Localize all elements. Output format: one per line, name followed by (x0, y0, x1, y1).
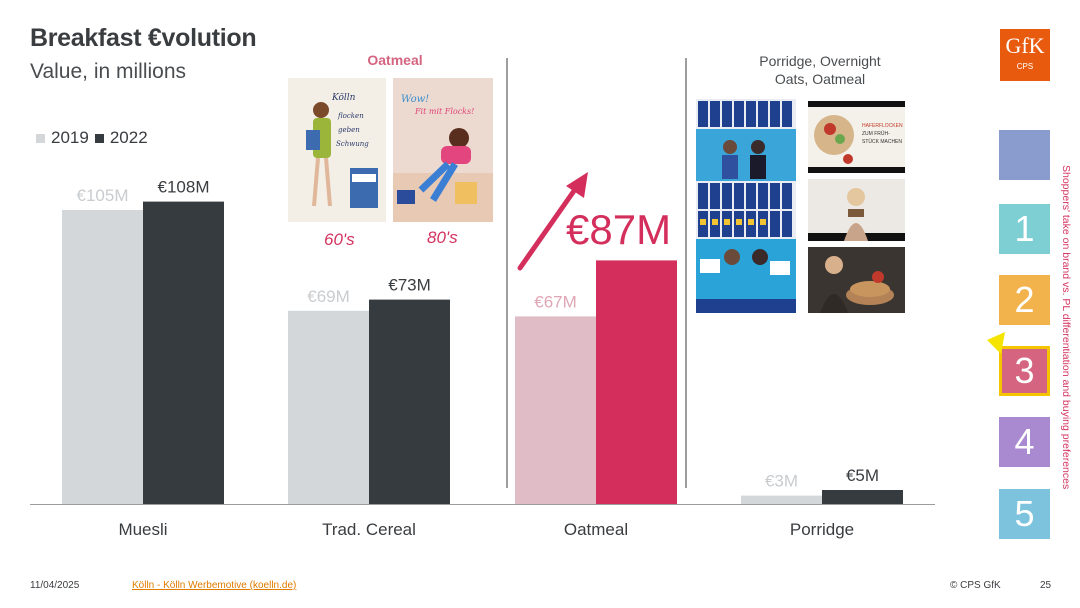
poster-60s-image: Kölln flocken geben Schwung (288, 78, 386, 222)
svg-text:Fit mit Flocks!: Fit mit Flocks! (414, 107, 474, 116)
svg-text:ZUM FRÜH-: ZUM FRÜH- (862, 130, 890, 137)
porridge-heading-line2: Oats, Oatmeal (774, 71, 866, 87)
source-link[interactable]: Kölln - Kölln Werbemotive (koelln.de) (132, 580, 297, 591)
bar-oatmeal-2019 (515, 316, 596, 504)
logo-sub: CPS (1016, 62, 1034, 71)
data-label-porridge-2022: €5M (846, 466, 879, 485)
store-display-illustration (696, 99, 796, 313)
porridge-heading-line1: Porridge, Overnight (759, 53, 881, 69)
bar-porridge-2019 (741, 495, 822, 504)
store-display-image (696, 99, 796, 313)
recipe-video-illustration-3 (808, 247, 905, 313)
nav-item-overview[interactable] (999, 130, 1050, 180)
poster-80s-illustration: Wow! Fit mit Flocks! (393, 78, 493, 222)
nav-item-5[interactable]: 5 (999, 489, 1050, 539)
recipe-video-illustration-2 (808, 179, 905, 241)
nav-item-5-label: 5 (1014, 493, 1035, 534)
chart-legend: 2019 2022 (36, 128, 148, 148)
page-number: 25 (1040, 580, 1052, 591)
bar-muesli-2019 (62, 210, 143, 504)
nav-item-4-label: 4 (1014, 421, 1035, 462)
page-subtitle: Value, in millions (30, 60, 187, 83)
data-label-muesli-2022: €108M (158, 178, 210, 197)
recipe-video-illustration-1: HAFERFLOCKEN ZUM FRÜH- STÜCK MACHEN (808, 101, 905, 173)
nav-item-1[interactable]: 1 (999, 204, 1050, 254)
section-vertical-title: Shoppers' take on brand vs. PL different… (1060, 165, 1072, 490)
category-label-4: Porridge (790, 520, 854, 539)
nav-item-4[interactable]: 4 (999, 417, 1050, 467)
svg-text:STÜCK MACHEN: STÜCK MACHEN (862, 138, 902, 145)
svg-text:geben: geben (338, 126, 360, 134)
data-label-trad-cereal-2022: €73M (388, 276, 431, 295)
bar-porridge-2022 (822, 490, 903, 504)
nav-item-2-label: 2 (1014, 279, 1035, 320)
poster-80s-image: Wow! Fit mit Flocks! (393, 78, 493, 222)
svg-text:Schwung: Schwung (336, 140, 369, 148)
nav-item-3[interactable]: 3 (999, 346, 1050, 396)
data-label-porridge-2019: €3M (765, 472, 798, 491)
porridge-heading: Porridge, Overnight Oats, Oatmeal (720, 52, 920, 88)
recipe-video-image-1: HAFERFLOCKEN ZUM FRÜH- STÜCK MACHEN (808, 101, 905, 173)
footer-date: 11/04/2025 (30, 580, 80, 591)
data-label-muesli-2019: €105M (77, 186, 129, 205)
bar-trad-cereal-2022 (369, 299, 450, 504)
category-label-2: Trad. Cereal (322, 520, 416, 539)
recipe-video-image-2 (808, 179, 905, 241)
recipe-video-image-3 (808, 247, 905, 313)
svg-text:flocken: flocken (337, 112, 364, 120)
gfk-logo: GfK CPS (1000, 29, 1050, 81)
legend-label-2022: 2022 (109, 128, 148, 147)
label-60s: 60's (324, 230, 355, 249)
legend-swatch-2019 (36, 133, 45, 143)
data-label-trad-cereal-2019: €69M (307, 287, 350, 306)
nav-item-3-label: 3 (1014, 350, 1035, 391)
legend-swatch-2022 (94, 133, 104, 143)
nav-item-1-label: 1 (1014, 208, 1035, 249)
oatmeal-heading: Oatmeal (367, 52, 423, 68)
poster-60s-illustration: Kölln flocken geben Schwung (288, 78, 386, 222)
category-label-3: Oatmeal (564, 520, 628, 539)
oatmeal-2022-big-value: €87M (566, 206, 672, 253)
svg-text:Kölln: Kölln (331, 93, 356, 103)
footer-copyright: © CPS GfK (950, 580, 1001, 591)
nav-item-2[interactable]: 2 (999, 275, 1050, 325)
svg-text:Wow!: Wow! (401, 94, 429, 105)
legend-label-2019: 2019 (51, 128, 89, 147)
bar-oatmeal-2022 (596, 260, 677, 504)
logo-brand: GfK (1005, 33, 1045, 58)
data-label-oatmeal-2019: €67M (534, 292, 577, 311)
current-section-pointer-icon (987, 332, 1005, 354)
category-label-1: Muesli (118, 520, 167, 539)
page-title: Breakfast €volution (30, 24, 257, 52)
bar-muesli-2022 (143, 201, 224, 504)
bar-trad-cereal-2019 (288, 310, 369, 504)
growth-arrow-icon (517, 172, 588, 271)
label-80s: 80's (427, 228, 458, 247)
svg-text:HAFERFLOCKEN: HAFERFLOCKEN (862, 123, 903, 129)
